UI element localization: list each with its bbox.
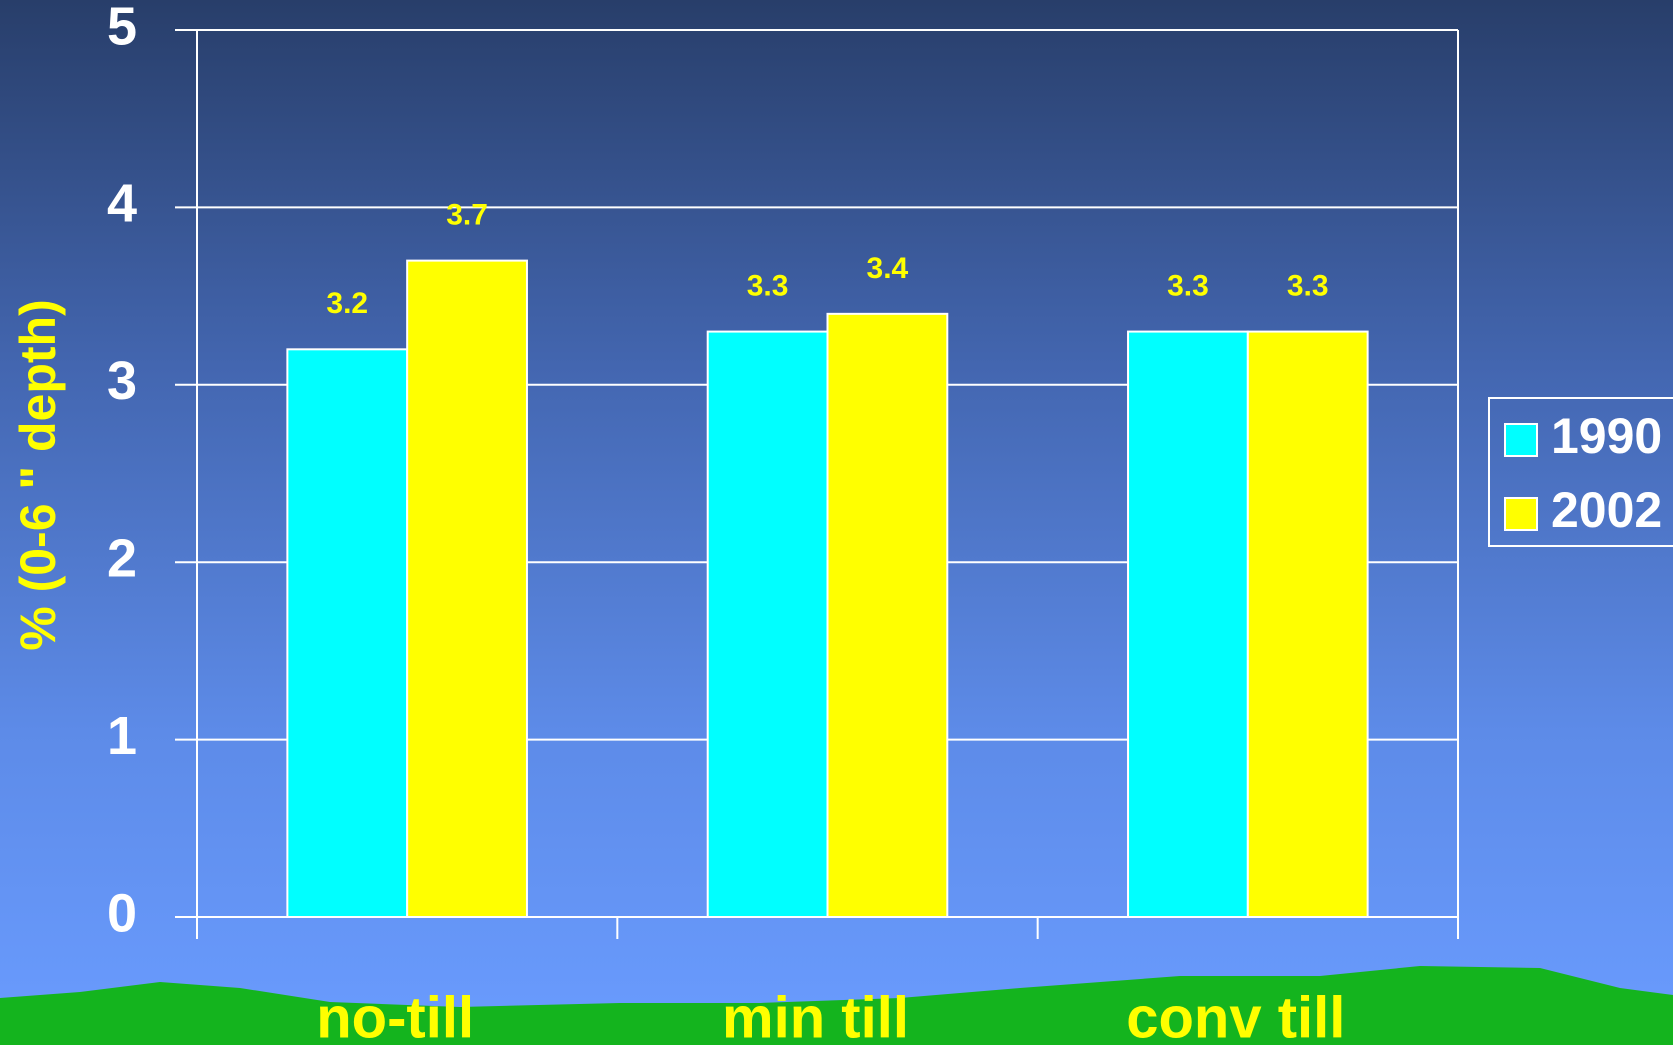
bar [1246,330,1369,918]
bar [1127,330,1249,918]
ground [0,966,1673,1045]
y-tick-label: 5 [107,0,137,56]
x-tick-label: min till [722,985,909,1045]
y-tick-label: 2 [107,528,137,588]
value-label: 3.7 [446,199,488,232]
bar [706,330,829,918]
x-tick-label: no-till [316,985,474,1045]
y-tick-label: 0 [107,883,137,943]
bar [286,348,409,918]
value-label: 3.4 [867,252,909,285]
value-label: 3.2 [326,287,368,320]
x-tick-label: conv till [1126,985,1345,1045]
bar [826,312,949,918]
value-label: 3.3 [1287,270,1329,303]
y-tick-label: 3 [107,351,137,411]
legend-box [1488,397,1673,547]
legend-label: 1990 [1551,408,1662,464]
y-tick-label: 1 [107,706,137,766]
legend-label: 2002 [1551,482,1662,538]
bar [406,259,528,918]
value-label: 3.3 [747,270,789,303]
y-tick-label: 4 [107,174,137,234]
value-label: 3.3 [1167,270,1209,303]
legend-swatch [1504,423,1538,457]
y-axis-title: % (0-6 " depth) [10,299,66,651]
legend-swatch [1504,497,1538,531]
